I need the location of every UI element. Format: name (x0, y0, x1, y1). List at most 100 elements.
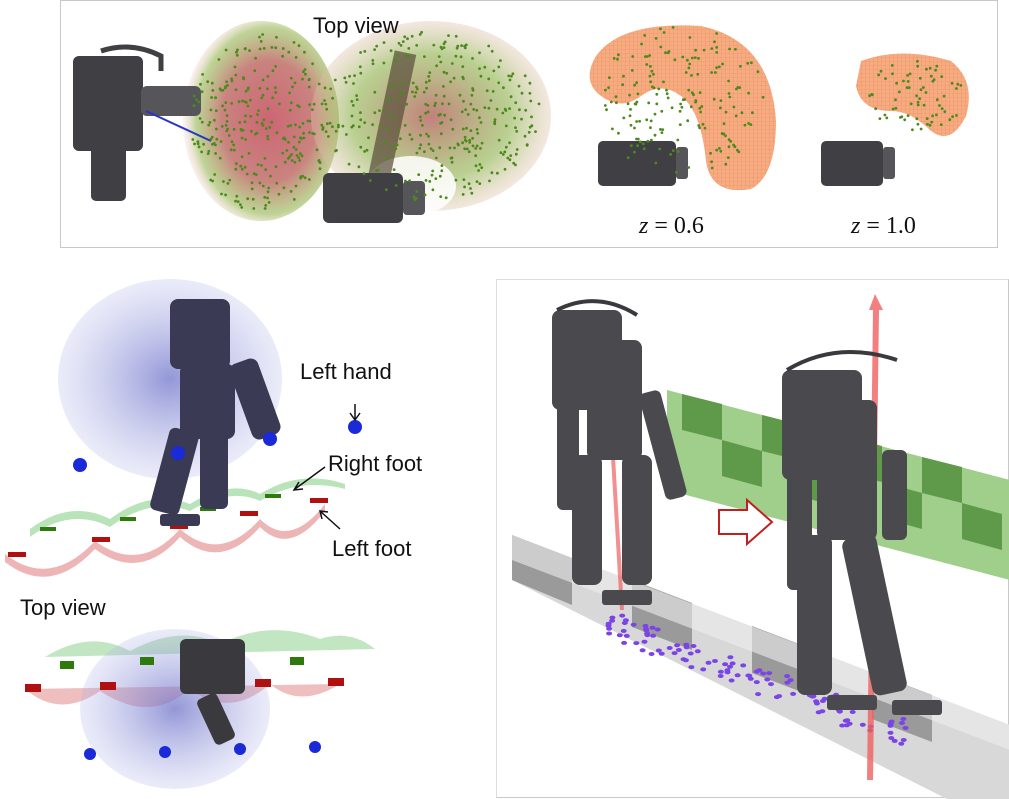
sample-point (655, 102, 659, 106)
sample-point (434, 101, 437, 105)
sample-point (347, 162, 351, 166)
sample-point (383, 141, 387, 144)
sample-point (344, 80, 348, 84)
right-foot-label: Right foot (328, 451, 423, 476)
sample-point (694, 48, 697, 52)
contact-point (620, 628, 627, 633)
sample-point (410, 34, 414, 38)
sample-point (281, 151, 285, 155)
contact-point (727, 664, 733, 669)
sample-point (495, 107, 499, 111)
sample-point (438, 174, 442, 178)
sample-point (207, 149, 211, 153)
sample-point (885, 116, 889, 120)
sample-point (617, 53, 620, 57)
sample-point (717, 65, 721, 69)
sample-point (459, 55, 463, 59)
sample-point (918, 97, 921, 100)
sample-point (655, 92, 659, 96)
sample-point (274, 165, 278, 169)
sample-point (520, 117, 523, 121)
sample-point (405, 102, 408, 106)
sample-point (642, 147, 646, 151)
contact-point (641, 639, 648, 644)
contact-point (844, 718, 851, 723)
sample-point (479, 121, 483, 124)
sample-point (302, 70, 305, 74)
sample-point (403, 124, 407, 127)
left-panel: Left hand Right foot Left foot Top view (0, 279, 496, 798)
sample-point (740, 111, 744, 115)
sample-point (357, 125, 361, 129)
sample-point (196, 140, 200, 144)
sample-point (696, 72, 700, 76)
sample-point (232, 127, 236, 131)
sample-point (454, 34, 458, 38)
sample-point (614, 95, 618, 99)
contact-point (694, 649, 701, 654)
sample-point (294, 123, 297, 127)
sample-point (906, 114, 910, 117)
sample-point (350, 100, 354, 103)
sample-point (641, 142, 645, 146)
sample-point (250, 187, 254, 191)
sample-point (230, 79, 234, 83)
sample-points (191, 26, 963, 210)
slice-2-var: z (851, 213, 861, 239)
sample-point (266, 137, 270, 141)
sample-point (652, 72, 655, 76)
sample-point (301, 122, 305, 125)
sample-point (604, 88, 607, 92)
sample-point (392, 84, 396, 88)
sample-point (479, 74, 483, 78)
sample-point (311, 62, 314, 66)
sample-point (528, 81, 532, 85)
contact-point (621, 621, 628, 625)
sample-point (287, 140, 290, 144)
sample-point (408, 179, 411, 183)
sample-point (362, 172, 366, 176)
sample-point (262, 47, 266, 50)
sample-point (429, 147, 433, 151)
sample-point (709, 151, 712, 155)
sample-point (249, 114, 253, 118)
contact-point (755, 692, 762, 697)
sample-point (243, 47, 247, 51)
sample-point (719, 99, 723, 102)
sample-point (223, 86, 227, 90)
sample-point (424, 102, 428, 106)
left-panel-drawing (5, 279, 375, 789)
sample-point (192, 104, 196, 108)
sample-point (439, 132, 443, 136)
top-view-title-2: Top view (20, 595, 106, 620)
sample-point (454, 178, 458, 182)
sample-point (363, 150, 366, 153)
sample-point (906, 80, 910, 83)
sample-point (670, 106, 674, 110)
sample-point (392, 168, 396, 172)
sample-point (331, 96, 334, 100)
sample-point (478, 116, 481, 120)
sample-point (959, 84, 963, 87)
sample-point (635, 137, 638, 141)
sample-point (919, 88, 923, 92)
sample-point (616, 57, 619, 61)
sample-point (734, 114, 738, 118)
sample-point (234, 199, 238, 203)
sample-point (226, 84, 230, 87)
slice-1-var: z (639, 213, 649, 239)
sample-point (425, 86, 428, 90)
sample-point (371, 59, 375, 62)
sample-point (950, 81, 954, 85)
sample-point (654, 161, 658, 165)
sample-point (396, 54, 400, 57)
sample-point (444, 196, 448, 200)
sample-point (382, 41, 386, 44)
contact-point (843, 723, 850, 728)
sample-point (303, 50, 306, 54)
sample-point (461, 65, 465, 68)
sample-point (462, 178, 466, 182)
left-foot-label: Left foot (332, 536, 412, 561)
sample-point (254, 56, 257, 60)
sample-point (611, 127, 614, 131)
